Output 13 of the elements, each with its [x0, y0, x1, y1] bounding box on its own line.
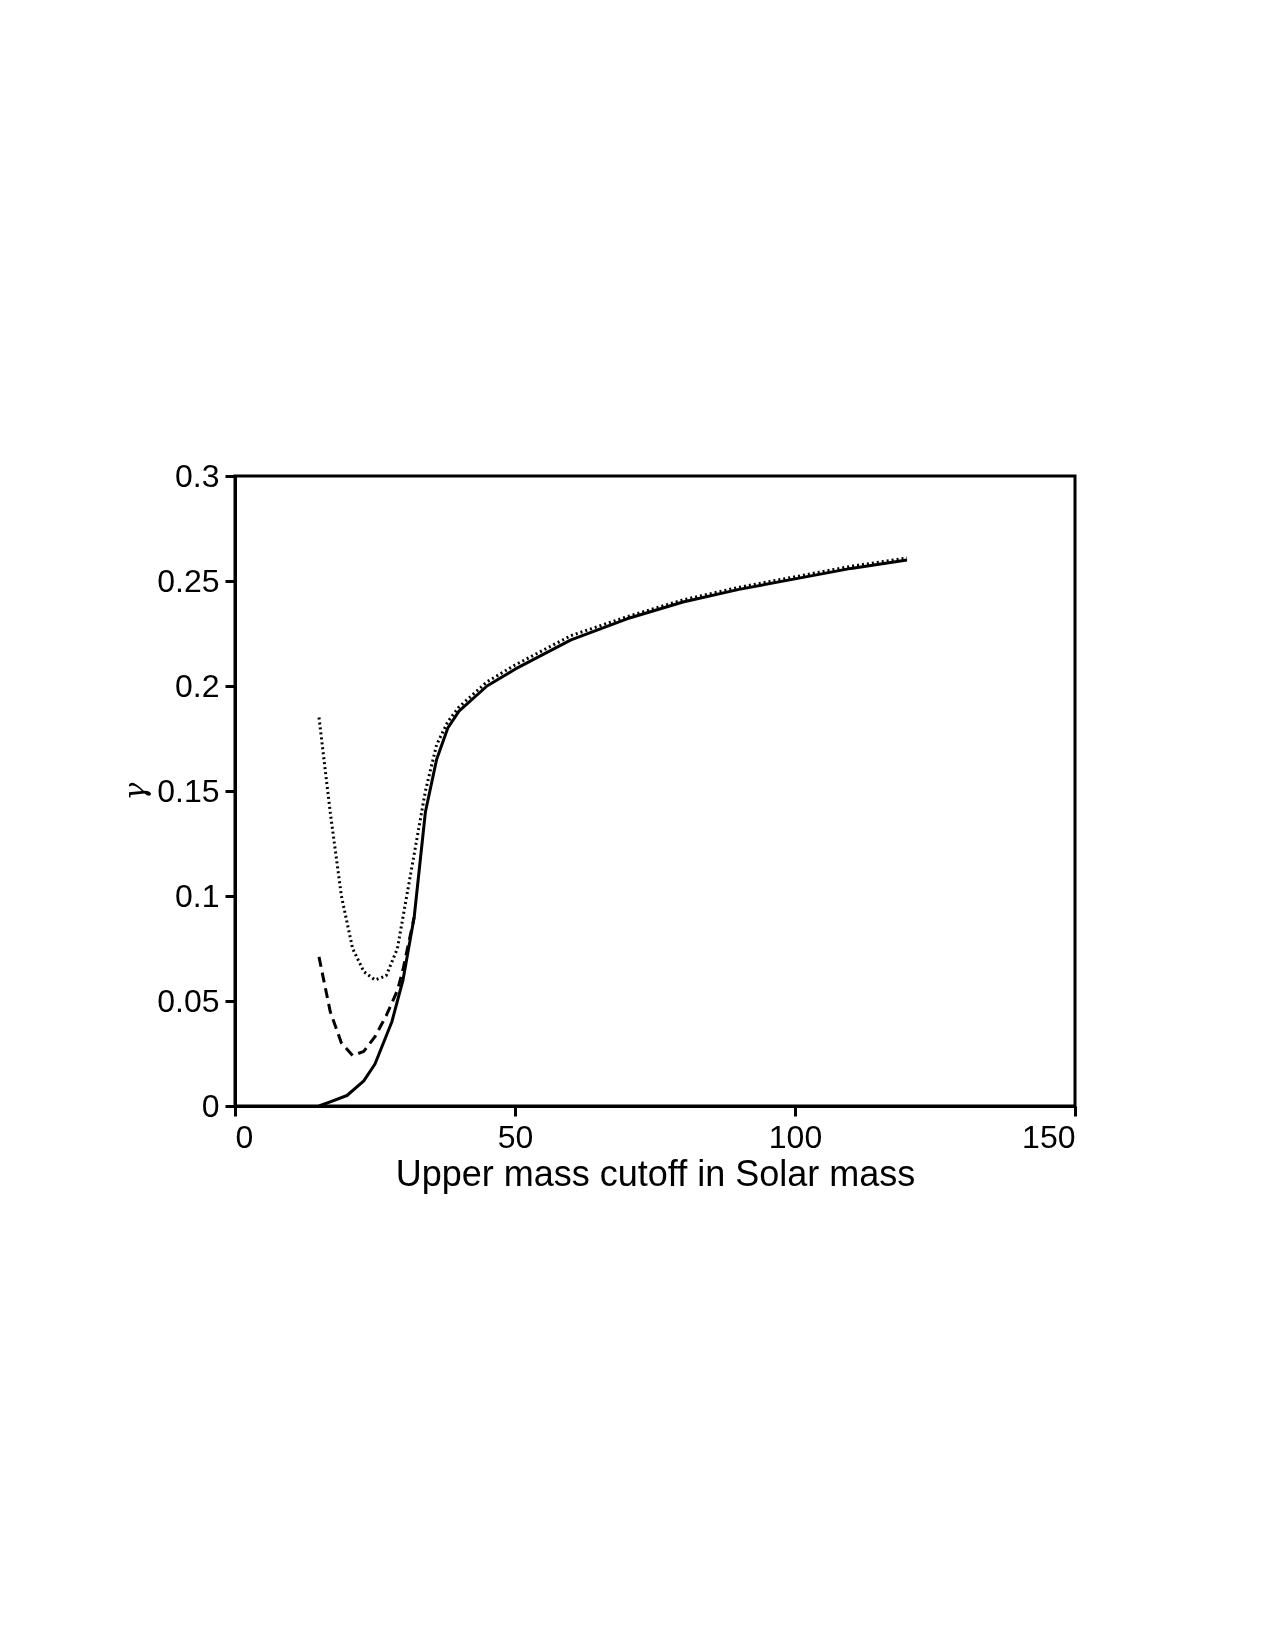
- y-tick-label: 0.05: [157, 982, 220, 1019]
- y-tick-label: 0.25: [157, 562, 220, 599]
- y-axis-title: γ: [117, 782, 153, 801]
- y-tick-label: 0.1: [175, 877, 220, 914]
- x-tick-label: 0: [235, 1118, 254, 1155]
- y-tick-label: 0.3: [175, 457, 220, 494]
- y-tick-label: 0.15: [157, 772, 220, 809]
- x-tick-label: 150: [1022, 1118, 1076, 1155]
- x-tick-label: 100: [768, 1118, 823, 1155]
- y-tick-label: 0: [201, 1087, 220, 1124]
- x-axis-title: Upper mass cutoff in Solar mass: [395, 1152, 916, 1194]
- x-tick-label: 50: [497, 1118, 534, 1155]
- y-tick-label: 0.2: [175, 667, 220, 704]
